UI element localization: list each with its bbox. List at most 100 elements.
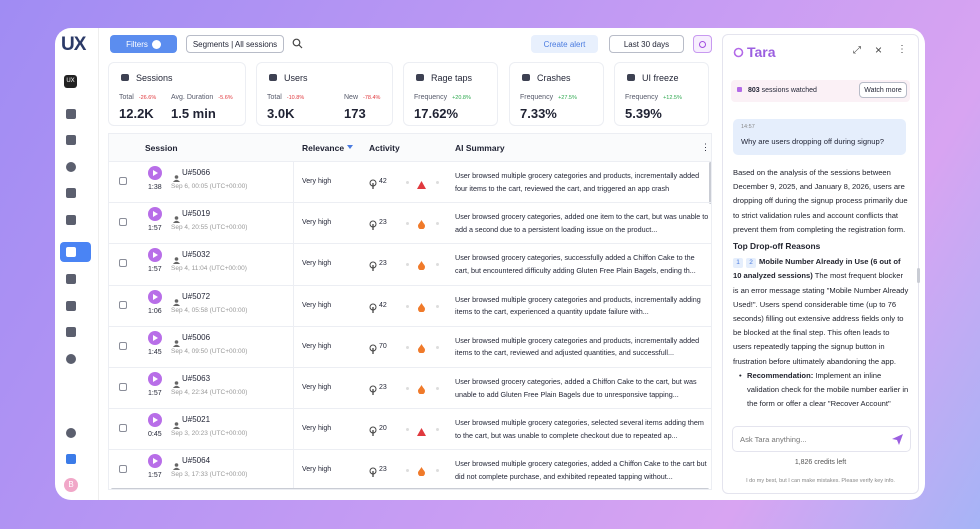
relevance: Very high: [302, 301, 332, 309]
column-header[interactable]: Activity: [369, 143, 400, 153]
session-row[interactable]: 1:38 U#5066 Sep 6, 00:05 (UTC+00:00) Very h…: [109, 161, 711, 202]
nav-icon[interactable]: [66, 215, 76, 225]
tap-icon-svg: [369, 303, 377, 313]
session-date: Sep 4, 20:55 (UTC+00:00): [171, 224, 248, 232]
scrollbar[interactable]: [917, 268, 920, 283]
chat-input[interactable]: Ask Tara anything...: [732, 426, 911, 452]
play-button-svg: [148, 454, 162, 469]
rage-icon-svg: [418, 343, 425, 354]
metric-change: +20.8%: [452, 95, 471, 101]
h-scrollbar[interactable]: [111, 488, 709, 489]
reason-text: The most frequent blocker is an error me…: [733, 271, 909, 366]
ai-summary: User browsed multiple grocery categories…: [455, 171, 700, 193]
nav-icon[interactable]: [66, 454, 76, 464]
column-header[interactable]: Relevance: [302, 143, 345, 153]
session-row[interactable]: 1:45 U#5006 Sep 4, 09:50 (UTC+00:00) Very h…: [109, 325, 711, 367]
nav-icon[interactable]: [66, 247, 76, 257]
metric-icon: [522, 74, 530, 81]
play-button-svg: [148, 330, 162, 345]
tap-count: 42: [379, 301, 387, 309]
row-checkbox[interactable]: [119, 259, 127, 268]
session-id: U#5006: [182, 332, 211, 342]
row-checkbox[interactable]: [119, 300, 127, 309]
session-id: U#5032: [182, 250, 211, 260]
column-menu[interactable]: ⋮: [701, 142, 710, 152]
close[interactable]: ×: [875, 43, 883, 57]
row-checkbox[interactable]: [119, 218, 127, 227]
dot: [406, 263, 409, 267]
tap-icon-svg: [369, 467, 377, 478]
session-row[interactable]: 1:57 U#5019 Sep 4, 20:55 (UTC+00:00) Very h…: [109, 202, 711, 243]
play-button: [148, 454, 162, 473]
app-icon[interactable]: UX: [64, 75, 77, 88]
create-alert-button[interactable]: Create alert: [531, 35, 598, 53]
metric-label-text: Frequency: [520, 94, 554, 101]
nav-icon[interactable]: [66, 135, 76, 145]
metric-value: 5.39%: [625, 106, 662, 121]
tap-icon: [369, 464, 377, 482]
play-button-svg: [148, 207, 162, 222]
avatar[interactable]: B: [64, 478, 78, 492]
session-row[interactable]: 0:45 U#5021 Sep 3, 20:23 (UTC+00:00) Very h…: [109, 408, 711, 449]
session-row[interactable]: 1:57 U#5064 Sep 3, 17:33 (UTC+00:00) Very h…: [109, 449, 711, 489]
metric-card: UI freeze Frequency +12.5% 5.39%: [614, 62, 709, 126]
tap-icon: [369, 258, 377, 276]
user-icon: [173, 169, 180, 187]
session-id: U#5064: [182, 456, 211, 466]
play-button: [148, 289, 162, 309]
table-header: [109, 134, 711, 161]
tara-logo: [733, 47, 744, 58]
session-row[interactable]: 1:06 U#5072 Sep 4, 05:58 (UTC+00:00) Very h…: [109, 284, 711, 326]
segments-button[interactable]: Segments | All sessions: [186, 35, 284, 53]
session-row[interactable]: 1:57 U#5063 Sep 4, 22:34 (UTC+00:00) Very h…: [109, 367, 711, 408]
metric-value: 17.62%: [414, 106, 459, 121]
send-button[interactable]: [891, 433, 904, 446]
filters-button[interactable]: Filters: [110, 35, 177, 53]
metric-value: 3.0K: [267, 106, 295, 121]
ai-summary: User browsed multiple grocery categories…: [455, 418, 704, 440]
nav-icon[interactable]: [66, 354, 76, 364]
search-icon[interactable]: [292, 38, 303, 49]
nav-icon[interactable]: [66, 109, 76, 119]
bullet: •: [739, 370, 742, 380]
nav-icon[interactable]: [66, 162, 76, 172]
row-checkbox[interactable]: [119, 177, 127, 185]
nav-icon[interactable]: [66, 428, 76, 438]
session-id: U#5072: [182, 291, 211, 301]
metric-label: Avg. Duration -5.6%: [171, 94, 233, 101]
count: 803: [748, 87, 760, 94]
menu[interactable]: ⋮: [897, 44, 907, 55]
date-range-button[interactable]: Last 30 days: [609, 35, 684, 53]
row-checkbox[interactable]: [119, 383, 127, 391]
column-header[interactable]: Session: [145, 143, 178, 153]
tap-count: 42: [379, 178, 387, 185]
dot: [406, 387, 409, 390]
ai-summary: User browsed multiple grocery categories…: [455, 294, 701, 317]
tara-toggle[interactable]: [693, 35, 712, 53]
row-checkbox[interactable]: [119, 341, 127, 350]
tap-icon: [369, 423, 377, 441]
expand[interactable]: ⤢: [853, 45, 861, 56]
sessions-table: ⋮ Session Relevance Activity AI Summary 1:38…: [108, 133, 712, 490]
nav-icon[interactable]: [66, 327, 76, 337]
row-checkbox[interactable]: [119, 424, 127, 433]
nav-icon[interactable]: [66, 301, 76, 311]
session-row[interactable]: 1:57 U#5032 Sep 4, 11:04 (UTC+00:00) Very h…: [109, 243, 711, 284]
nav-icon[interactable]: [66, 188, 76, 198]
label: Watch more: [864, 86, 902, 94]
dot: [406, 345, 409, 349]
column-header[interactable]: AI Summary: [455, 143, 505, 153]
question-bubble: 14:57 Why are users dropping off during …: [733, 119, 906, 155]
session-date: Sep 4, 11:04 (UTC+00:00): [171, 265, 247, 273]
disclaimer: I do my best, but I can make mistakes. P…: [746, 478, 895, 484]
metric-value: 1.5 min: [171, 106, 216, 121]
row-checkbox[interactable]: [119, 465, 127, 474]
user-icon-svg: [173, 216, 180, 224]
dot: [436, 469, 439, 473]
play-button: [148, 248, 162, 267]
v-scrollbar[interactable]: [709, 162, 711, 204]
nav-icon[interactable]: [66, 274, 76, 284]
relevance: Very high: [302, 425, 332, 433]
watch-more-button[interactable]: Watch more: [859, 82, 907, 98]
tap-icon-svg: [369, 220, 377, 231]
